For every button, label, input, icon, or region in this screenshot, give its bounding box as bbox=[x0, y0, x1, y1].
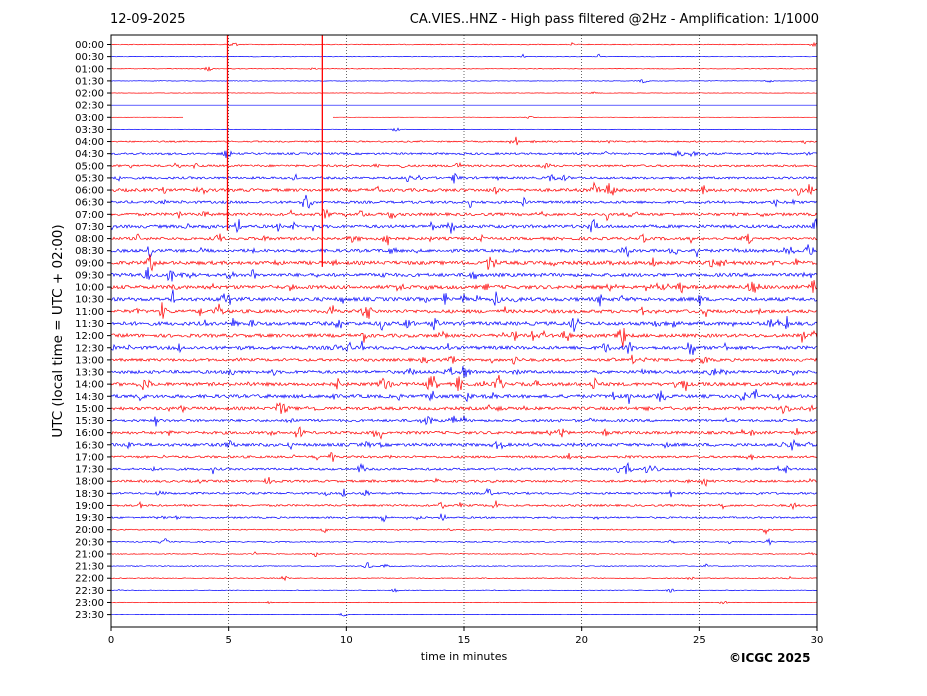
y-tick-label: 03:00 bbox=[75, 113, 104, 124]
trace-0430 bbox=[110, 150, 818, 158]
trace-1630 bbox=[110, 438, 818, 451]
y-tick-label: 08:30 bbox=[75, 246, 104, 257]
y-tick-label: 17:00 bbox=[75, 452, 104, 463]
trace-1100 bbox=[110, 302, 817, 319]
trace-1900 bbox=[110, 500, 818, 511]
y-tick-label: 11:30 bbox=[75, 319, 104, 330]
y-tick-label: 21:30 bbox=[75, 562, 104, 573]
trace-0400 bbox=[110, 136, 818, 146]
y-tick-label: 04:30 bbox=[75, 149, 104, 160]
y-tick-label: 13:30 bbox=[75, 368, 104, 379]
x-tick-label: 10 bbox=[340, 635, 353, 646]
y-tick-label: 18:00 bbox=[75, 477, 104, 488]
y-tick-label: 14:30 bbox=[75, 392, 104, 403]
y-tick-label: 17:30 bbox=[75, 465, 104, 476]
x-tick-label: 25 bbox=[693, 635, 706, 646]
y-tick-label: 02:30 bbox=[75, 101, 104, 112]
y-tick-label: 05:00 bbox=[75, 161, 104, 172]
trace-1830 bbox=[110, 487, 818, 498]
y-tick-label: 10:00 bbox=[75, 283, 104, 294]
y-tick-label: 19:30 bbox=[75, 513, 104, 524]
y-tick-label: 15:00 bbox=[75, 404, 104, 415]
y-tick-label: 09:00 bbox=[75, 258, 104, 269]
trace-1200 bbox=[110, 327, 818, 347]
y-tick-label: 03:30 bbox=[75, 125, 104, 136]
trace-1330 bbox=[110, 365, 818, 379]
trace-1500 bbox=[110, 402, 818, 415]
trace-0900 bbox=[110, 254, 818, 272]
trace-0830 bbox=[110, 244, 818, 259]
y-tick-label: 09:30 bbox=[75, 270, 104, 281]
grid-layer bbox=[228, 35, 700, 627]
x-axis-label: time in minutes bbox=[421, 650, 508, 663]
y-tick-label: 07:30 bbox=[75, 222, 104, 233]
date-label: 12-09-2025 bbox=[110, 12, 186, 27]
y-axis-label: UTC (local time = UTC + 02:00) bbox=[50, 224, 66, 437]
y-tick-label: 18:30 bbox=[75, 489, 104, 500]
trace-1530 bbox=[110, 415, 818, 427]
chart-title: CA.VIES..HNZ - High pass filtered @2Hz -… bbox=[409, 12, 819, 27]
x-tick-label: 15 bbox=[458, 635, 471, 646]
x-tick-label: 30 bbox=[811, 635, 824, 646]
y-tick-label: 12:00 bbox=[75, 331, 104, 342]
y-tick-label: 07:00 bbox=[75, 210, 104, 221]
y-tick-label: 11:00 bbox=[75, 307, 104, 318]
trace-2000 bbox=[110, 528, 817, 535]
y-tick-label: 08:00 bbox=[75, 234, 104, 245]
y-tick-label: 12:30 bbox=[75, 343, 104, 354]
x-tick-label: 0 bbox=[108, 635, 114, 646]
y-tick-label: 05:30 bbox=[75, 173, 104, 184]
trace-0630 bbox=[110, 194, 818, 209]
trace-0300 bbox=[111, 116, 817, 119]
y-tick-label: 01:30 bbox=[75, 76, 104, 87]
y-tick-label: 02:00 bbox=[75, 89, 104, 100]
y-tick-label: 01:00 bbox=[75, 64, 104, 75]
y-tick-label: 22:30 bbox=[75, 586, 104, 597]
trace-0500 bbox=[110, 161, 818, 170]
y-tick-label: 16:30 bbox=[75, 440, 104, 451]
trace-1930 bbox=[110, 513, 818, 523]
plot-frame bbox=[110, 34, 818, 628]
x-axis: 0 5 10 15 20 25 30 bbox=[108, 627, 824, 646]
y-tick-label: 23:00 bbox=[75, 598, 104, 609]
x-tick-label: 20 bbox=[575, 635, 588, 646]
y-tick-label: 13:00 bbox=[75, 355, 104, 366]
trace-0330 bbox=[110, 127, 818, 132]
y-tick-label: 00:00 bbox=[75, 40, 104, 51]
y-tick-label: 00:30 bbox=[75, 52, 104, 63]
trace-0600 bbox=[111, 181, 818, 196]
trace-1800 bbox=[110, 477, 818, 487]
y-tick-label: 06:00 bbox=[75, 186, 104, 197]
trace-0530 bbox=[110, 172, 818, 184]
y-tick-label: 15:30 bbox=[75, 416, 104, 427]
spike-layer bbox=[226, 35, 323, 267]
y-tick-label: 22:00 bbox=[75, 574, 104, 585]
trace-1430 bbox=[110, 389, 818, 404]
y-tick-label: 19:00 bbox=[75, 501, 104, 512]
trace-1700 bbox=[110, 451, 818, 462]
y-tick-label: 10:30 bbox=[75, 295, 104, 306]
x-tick-label: 5 bbox=[225, 635, 231, 646]
y-tick-label: 16:00 bbox=[75, 428, 104, 439]
y-tick-label: 04:00 bbox=[75, 137, 104, 148]
trace-1030 bbox=[110, 289, 818, 307]
y-tick-label: 21:00 bbox=[75, 549, 104, 560]
y-tick-label: 23:30 bbox=[75, 610, 104, 621]
y-tick-label: 20:30 bbox=[75, 537, 104, 548]
y-tick-label: 14:00 bbox=[75, 380, 104, 391]
y-tick-label: 06:30 bbox=[75, 198, 104, 209]
y-tick-label: 20:00 bbox=[75, 525, 104, 536]
copyright-label: ©ICGC 2025 bbox=[729, 651, 811, 665]
